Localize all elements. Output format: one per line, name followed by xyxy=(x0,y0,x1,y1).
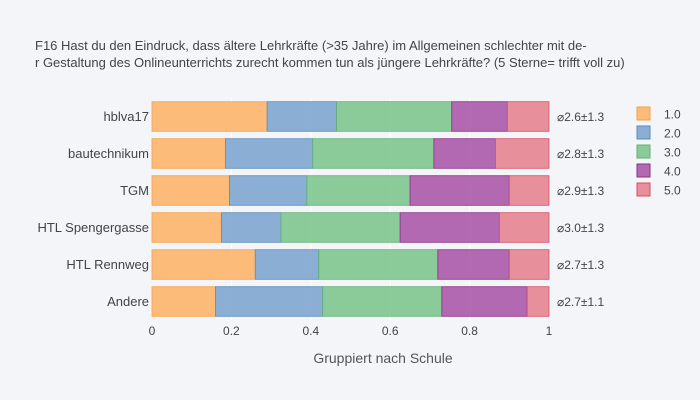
bar-segment-3-0-2[interactable] xyxy=(306,175,411,206)
bar-segment-2-0-5[interactable] xyxy=(215,286,324,317)
y-axis-labels: hblva17 bautechnikum TGM HTL Spengergasse HT… xyxy=(37,109,149,309)
mean-annotation: ⌀2.9±1.3 xyxy=(557,184,605,198)
x-tick-label: 0.6 xyxy=(382,324,399,338)
bar-segment-3-0-1[interactable] xyxy=(312,138,435,169)
chart-title: F16 Hast du den Eindruck, dass ältere Le… xyxy=(35,38,625,70)
bar-segment-2-0-3[interactable] xyxy=(221,212,282,243)
legend-swatch-5-0[interactable] xyxy=(636,182,651,197)
mean-annotation: ⌀2.7±1.3 xyxy=(557,258,605,272)
legend-swatch-3-0[interactable] xyxy=(636,144,651,159)
legend-label[interactable]: 2.0 xyxy=(664,127,681,141)
legend-label[interactable]: 5.0 xyxy=(664,184,681,198)
legend-label[interactable]: 3.0 xyxy=(664,146,681,160)
x-tick-label: 0.8 xyxy=(461,324,478,338)
mean-annotation: ⌀2.6±1.3 xyxy=(557,110,605,124)
bar-segment-3-0-4[interactable] xyxy=(318,249,439,280)
bar-segment-5-0-1[interactable] xyxy=(495,138,550,169)
bar-segment-5-0-3[interactable] xyxy=(498,212,550,243)
mean-annotation: ⌀2.7±1.1 xyxy=(557,295,605,309)
bar-segment-5-0-0[interactable] xyxy=(506,101,550,132)
bar-segment-1-0-2[interactable] xyxy=(151,175,230,206)
chart-title-line-1: F16 Hast du den Eindruck, dass ältere Le… xyxy=(35,38,587,53)
legend-label[interactable]: 4.0 xyxy=(664,165,681,179)
chart-title-line-2: r Gestaltung des Onlineunterrichts zurec… xyxy=(35,55,625,70)
legend-swatch-1-0[interactable] xyxy=(636,106,651,121)
bar-segment-1-0-5[interactable] xyxy=(151,286,216,317)
bar-segment-1-0-3[interactable] xyxy=(151,212,222,243)
category-label: hblva17 xyxy=(103,109,149,124)
bar-segment-4-0-4[interactable] xyxy=(437,249,510,280)
x-axis-ticks: 0 0.2 0.4 0.6 0.8 1 xyxy=(149,324,553,338)
bar-segment-4-0-1[interactable] xyxy=(433,138,496,169)
grid xyxy=(230,98,550,320)
x-tick-label: 0 xyxy=(149,324,156,338)
bar-segment-1-0-0[interactable] xyxy=(151,101,268,132)
category-label: Andere xyxy=(107,294,149,309)
bar-segment-1-0-1[interactable] xyxy=(151,138,226,169)
legend-swatch-4-0[interactable] xyxy=(636,163,651,178)
x-axis-title: Gruppiert nach Schule xyxy=(313,350,453,366)
category-label: TGM xyxy=(120,183,149,198)
category-label: bautechnikum xyxy=(68,146,149,161)
x-tick-label: 0.4 xyxy=(302,324,319,338)
legend[interactable]: 1.0 2.0 3.0 4.0 5.0 xyxy=(636,106,681,198)
bar-segment-4-0-0[interactable] xyxy=(451,101,508,132)
mean-annotation: ⌀3.0±1.3 xyxy=(557,221,605,235)
bar-segment-1-0-4[interactable] xyxy=(151,249,256,280)
bar-segment-4-0-3[interactable] xyxy=(399,212,500,243)
bar-segment-3-0-3[interactable] xyxy=(280,212,401,243)
x-tick-label: 0.2 xyxy=(223,324,240,338)
bar-segment-2-0-2[interactable] xyxy=(229,175,308,206)
legend-swatch-2-0[interactable] xyxy=(636,125,651,140)
annotations: ⌀2.6±1.3 ⌀2.8±1.3 ⌀2.9±1.3 ⌀3.0±1.3 ⌀2.7±1.3… xyxy=(557,110,605,309)
bars xyxy=(151,101,550,317)
bar-segment-2-0-0[interactable] xyxy=(266,101,338,132)
bar-segment-5-0-5[interactable] xyxy=(526,286,550,317)
bar-segment-3-0-5[interactable] xyxy=(322,286,443,317)
bar-segment-4-0-2[interactable] xyxy=(409,175,510,206)
category-label: HTL Spengergasse xyxy=(37,220,149,235)
bar-segment-2-0-1[interactable] xyxy=(225,138,314,169)
bar-segment-4-0-5[interactable] xyxy=(441,286,528,317)
bar-segment-3-0-0[interactable] xyxy=(336,101,453,132)
category-label: HTL Rennweg xyxy=(66,257,149,272)
bar-segment-2-0-4[interactable] xyxy=(254,249,320,280)
x-tick-label: 1 xyxy=(546,324,553,338)
legend-label[interactable]: 1.0 xyxy=(664,108,681,122)
bar-segment-5-0-2[interactable] xyxy=(508,175,550,206)
bar-segment-5-0-4[interactable] xyxy=(508,249,550,280)
mean-annotation: ⌀2.8±1.3 xyxy=(557,147,605,161)
